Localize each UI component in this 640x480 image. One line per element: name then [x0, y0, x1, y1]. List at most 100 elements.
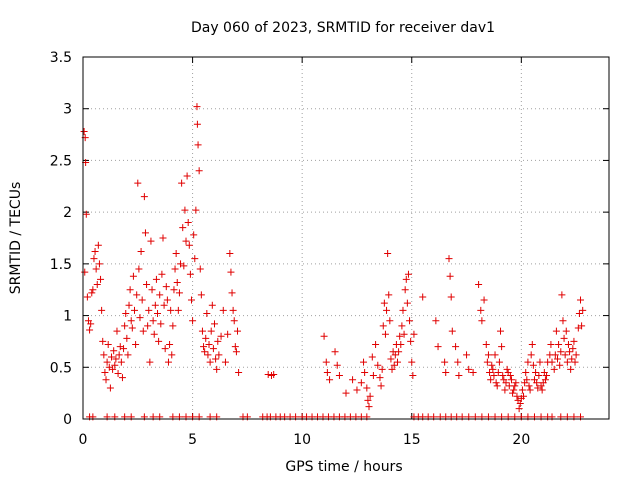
data-point: [231, 343, 239, 351]
data-point: [80, 127, 88, 135]
data-point: [498, 343, 506, 351]
data-point: [182, 237, 190, 245]
data-point: [353, 386, 361, 394]
data-point: [454, 358, 462, 366]
data-point: [156, 291, 164, 299]
data-point: [326, 376, 334, 384]
data-point: [551, 351, 559, 359]
y-tick-label: 2.5: [50, 153, 72, 169]
data-point: [506, 372, 514, 380]
data-point: [193, 120, 201, 128]
data-point: [333, 361, 341, 369]
data-point: [480, 296, 488, 304]
data-point: [335, 372, 343, 380]
data-point: [196, 265, 204, 273]
data-point: [148, 286, 156, 294]
data-point: [541, 376, 549, 384]
data-point: [117, 358, 125, 366]
data-point: [557, 348, 565, 356]
data-point: [390, 361, 398, 369]
data-point: [569, 345, 577, 353]
data-point: [536, 358, 544, 366]
data-point: [488, 361, 496, 369]
data-point: [478, 317, 486, 325]
x-axis-label: GPS time / hours: [285, 459, 402, 475]
data-point: [538, 386, 546, 394]
data-point: [487, 376, 495, 384]
data-point: [137, 247, 145, 255]
data-point: [408, 358, 416, 366]
data-point: [419, 293, 427, 301]
x-tick-label: 15: [403, 432, 421, 448]
data-point: [146, 358, 154, 366]
data-point: [141, 229, 149, 237]
data-point: [144, 322, 152, 330]
chart-title: Day 060 of 2023, SRMTID for receiver dav…: [191, 20, 495, 36]
data-point: [556, 361, 564, 369]
data-point: [100, 351, 108, 359]
data-point: [388, 365, 396, 373]
data-point: [361, 368, 369, 376]
data-point: [81, 268, 89, 276]
data-point: [360, 358, 368, 366]
data-point: [563, 358, 571, 366]
data-point: [207, 327, 215, 335]
data-point: [181, 206, 189, 214]
data-point: [364, 396, 372, 404]
data-point: [366, 392, 374, 400]
data-point: [374, 361, 382, 369]
data-point: [323, 368, 331, 376]
data-point: [489, 365, 497, 373]
data-point: [526, 386, 534, 394]
data-point: [548, 358, 556, 366]
data-point: [91, 247, 99, 255]
data-point: [98, 306, 106, 314]
data-point: [363, 384, 371, 392]
data-point: [115, 351, 123, 359]
data-point: [369, 372, 377, 380]
data-point: [123, 334, 131, 342]
data-point: [396, 332, 404, 340]
data-points: [80, 103, 587, 421]
data-point: [403, 299, 411, 307]
data-point: [124, 351, 132, 359]
data-point: [442, 368, 450, 376]
data-point: [524, 358, 532, 366]
data-point: [533, 379, 541, 387]
data-point: [228, 289, 236, 297]
data-point: [195, 167, 203, 175]
data-point: [512, 379, 520, 387]
data-point: [88, 289, 96, 297]
data-point: [180, 262, 188, 270]
y-axis-label: SRMTID / TECUs: [8, 182, 24, 295]
data-point: [191, 255, 199, 263]
data-point: [384, 250, 392, 258]
data-point: [397, 341, 405, 349]
data-point: [161, 345, 169, 353]
data-point: [383, 306, 391, 314]
data-point: [434, 343, 442, 351]
data-point: [190, 231, 198, 239]
data-point: [106, 384, 114, 392]
data-point: [171, 265, 179, 273]
data-point: [475, 281, 483, 289]
data-point: [186, 270, 194, 278]
data-point: [83, 293, 91, 301]
data-point: [104, 341, 112, 349]
data-point: [224, 330, 232, 338]
data-point: [357, 379, 365, 387]
data-point: [560, 334, 568, 342]
data-point: [509, 389, 517, 397]
data-point: [174, 306, 182, 314]
data-point: [219, 306, 227, 314]
data-point: [179, 224, 187, 232]
data-point: [575, 310, 583, 318]
data-point: [175, 289, 183, 297]
data-point: [163, 296, 171, 304]
data-point: [135, 265, 143, 273]
data-point: [516, 399, 524, 407]
data-point: [118, 374, 126, 382]
data-point: [445, 255, 453, 263]
data-point: [194, 141, 202, 149]
